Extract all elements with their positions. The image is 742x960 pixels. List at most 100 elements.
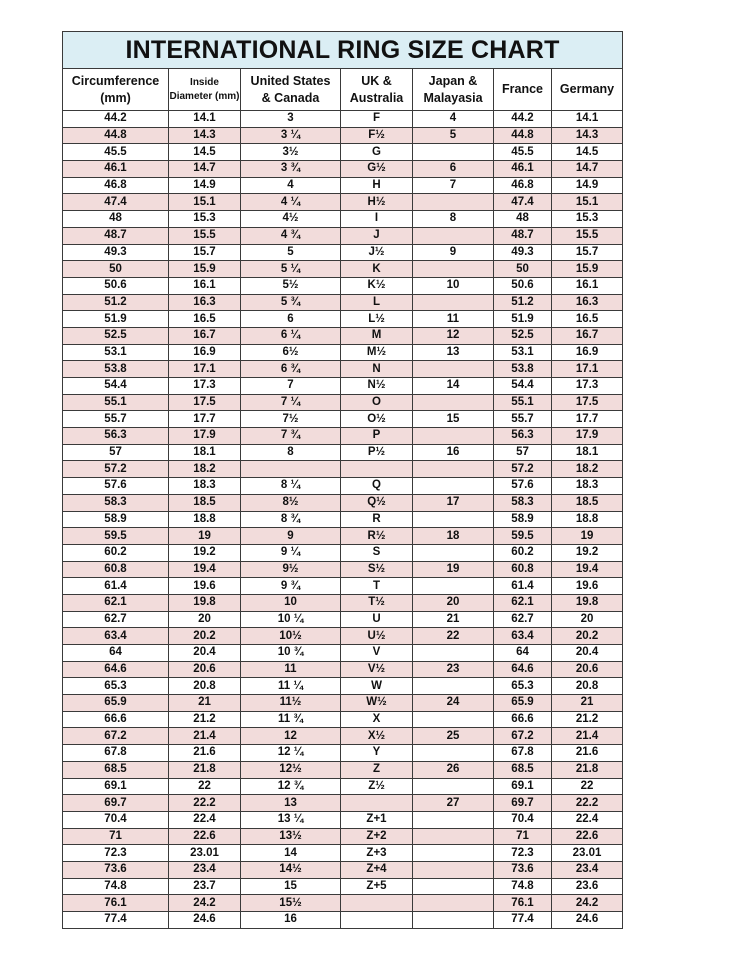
cell-japan-malayasia — [412, 710, 494, 729]
cell-circumference: 48.7 — [62, 226, 169, 245]
cell-circumference: 55.7 — [62, 410, 169, 429]
cell-inside-diameter: 23.01 — [168, 844, 241, 862]
cell-us-canada: 8 ¼ — [240, 477, 341, 495]
cell-circumference: 62.1 — [62, 593, 169, 612]
cell-france: 48 — [493, 210, 552, 228]
cell-germany: 23.4 — [550, 860, 624, 879]
cell-japan-malayasia — [412, 810, 494, 829]
cell-inside-diameter: 20 — [168, 610, 241, 629]
table-row: 55.7 17.7 7½ O½ 15 55.7 17.7 — [62, 410, 624, 429]
table-row: 51.9 16.5 6 L½ 11 51.9 16.5 — [62, 310, 624, 328]
ring-size-table: INTERNATIONAL RING SIZE CHART Circumfere… — [61, 31, 624, 929]
cell-germany: 22.6 — [550, 827, 624, 846]
cell-france: 69.1 — [493, 777, 552, 796]
header-japan-malayasia: Japan & Malayasia — [412, 68, 494, 111]
cell-japan-malayasia — [412, 911, 494, 929]
cell-circumference: 52.5 — [62, 326, 169, 345]
cell-france: 49.3 — [493, 243, 552, 262]
cell-germany: 20.2 — [550, 627, 624, 645]
cell-germany: 15.5 — [550, 226, 624, 245]
cell-uk-australia: O — [340, 393, 413, 412]
cell-inside-diameter: 18.1 — [168, 443, 241, 462]
cell-japan-malayasia — [412, 226, 494, 245]
cell-france: 64 — [493, 644, 552, 662]
cell-japan-malayasia — [412, 193, 494, 212]
cell-germany: 17.5 — [550, 393, 624, 412]
cell-inside-diameter: 24.6 — [168, 911, 241, 929]
cell-inside-diameter: 20.2 — [168, 627, 241, 645]
table-row: 57.2 18.2 57.2 18.2 — [62, 460, 624, 479]
cell-inside-diameter: 20.4 — [168, 644, 241, 662]
cell-uk-australia: L½ — [340, 310, 413, 328]
cell-circumference: 56.3 — [62, 427, 169, 445]
cell-japan-malayasia: 26 — [412, 760, 494, 779]
cell-germany: 20.6 — [550, 660, 624, 679]
cell-uk-australia: Z — [340, 760, 413, 779]
cell-inside-diameter: 14.7 — [168, 160, 241, 178]
cell-japan-malayasia: 24 — [412, 694, 494, 712]
cell-uk-australia: W½ — [340, 694, 413, 712]
cell-inside-diameter: 19.6 — [168, 577, 241, 595]
cell-france: 45.5 — [493, 143, 552, 162]
table-row: 73.6 23.4 14½ Z+4 73.6 23.4 — [62, 860, 624, 879]
cell-circumference: 50 — [62, 260, 169, 278]
cell-inside-diameter: 16.5 — [168, 310, 241, 328]
cell-france: 66.6 — [493, 710, 552, 729]
cell-germany: 19.4 — [550, 560, 624, 579]
table-row: 55.1 17.5 7 ¼ O 55.1 17.5 — [62, 393, 624, 412]
cell-inside-diameter: 14.3 — [168, 126, 241, 145]
table-row: 74.8 23.7 15 Z+5 74.8 23.6 — [62, 877, 624, 896]
cell-inside-diameter: 22.2 — [168, 794, 241, 812]
cell-circumference: 67.2 — [62, 727, 169, 746]
cell-japan-malayasia — [412, 427, 494, 445]
cell-us-canada: 12 ¾ — [240, 777, 341, 796]
cell-us-canada: 13½ — [240, 827, 341, 846]
table-row: 54.4 17.3 7 N½ 14 54.4 17.3 — [62, 377, 624, 395]
cell-us-canada: 5½ — [240, 276, 341, 295]
cell-germany: 14.3 — [550, 126, 624, 145]
cell-inside-diameter: 21.6 — [168, 744, 241, 762]
cell-inside-diameter: 17.7 — [168, 410, 241, 429]
cell-japan-malayasia: 23 — [412, 660, 494, 679]
table-row: 65.9 21 11½ W½ 24 65.9 21 — [62, 694, 624, 712]
cell-japan-malayasia: 21 — [412, 610, 494, 629]
cell-us-canada: 5 ¼ — [240, 260, 341, 278]
header-inside-diameter: Inside Diameter (mm) — [168, 68, 241, 111]
cell-germany: 21.8 — [550, 760, 624, 779]
cell-uk-australia: H — [340, 176, 413, 195]
cell-uk-australia: Q½ — [340, 493, 413, 512]
cell-france: 71 — [493, 827, 552, 846]
cell-uk-australia: S½ — [340, 560, 413, 579]
cell-france: 50.6 — [493, 276, 552, 295]
cell-inside-diameter: 15.5 — [168, 226, 241, 245]
cell-us-canada: 12½ — [240, 760, 341, 779]
cell-us-canada: 12 — [240, 727, 341, 746]
cell-japan-malayasia: 9 — [412, 243, 494, 262]
cell-us-canada: 3½ — [240, 143, 341, 162]
cell-germany: 19.6 — [550, 577, 624, 595]
cell-uk-australia: N — [340, 360, 413, 378]
cell-japan-malayasia: 20 — [412, 593, 494, 612]
cell-inside-diameter: 19 — [168, 527, 241, 545]
cell-us-canada: 13 — [240, 794, 341, 812]
cell-japan-malayasia: 19 — [412, 560, 494, 579]
cell-uk-australia: V½ — [340, 660, 413, 679]
cell-circumference: 53.1 — [62, 343, 169, 362]
table-row: 52.5 16.7 6 ¼ M 12 52.5 16.7 — [62, 326, 624, 345]
cell-germany: 21 — [550, 694, 624, 712]
cell-uk-australia: F½ — [340, 126, 413, 145]
cell-france: 69.7 — [493, 794, 552, 812]
cell-germany: 20.4 — [550, 644, 624, 662]
cell-germany: 16.5 — [550, 310, 624, 328]
cell-germany: 21.4 — [550, 727, 624, 746]
cell-inside-diameter: 16.9 — [168, 343, 241, 362]
cell-inside-diameter: 22 — [168, 777, 241, 796]
cell-circumference: 63.4 — [62, 627, 169, 645]
cell-france: 62.1 — [493, 593, 552, 612]
cell-uk-australia: R½ — [340, 527, 413, 545]
cell-us-canada: 3 ¾ — [240, 160, 341, 178]
cell-france: 63.4 — [493, 627, 552, 645]
cell-germany: 19.8 — [550, 593, 624, 612]
cell-france: 65.3 — [493, 677, 552, 696]
cell-france: 51.2 — [493, 293, 552, 312]
